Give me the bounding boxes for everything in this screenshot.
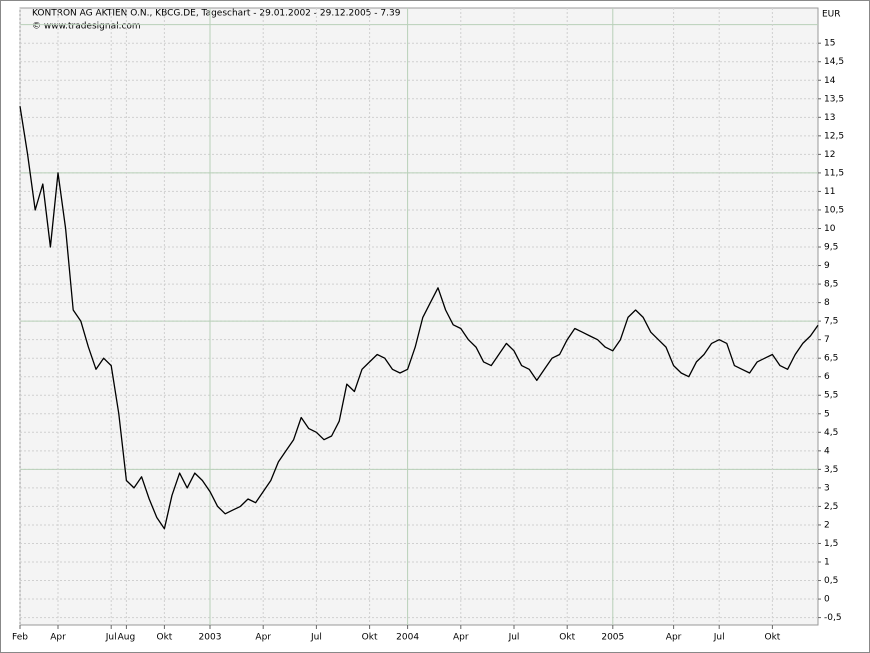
x-tick-label: Apr	[50, 633, 66, 643]
y-tick-label: 8	[824, 298, 830, 308]
y-tick-label: 5	[824, 409, 830, 419]
y-tick-label: 0,5	[824, 576, 838, 586]
y-tick-label: 3,5	[824, 465, 838, 475]
y-tick-label: 5,5	[824, 391, 838, 401]
y-tick-label: 14	[824, 76, 836, 86]
y-tick-label: 7,5	[824, 317, 838, 327]
y-tick-label: 6	[824, 372, 830, 382]
y-tick-label: 2,5	[824, 502, 838, 512]
y-tick-label: 12	[824, 150, 835, 160]
y-tick-label: 9	[824, 261, 830, 271]
y-tick-label: 14,5	[824, 57, 844, 67]
y-tick-label: -0,5	[824, 613, 842, 623]
x-tick-label: Jul	[713, 633, 725, 643]
y-tick-label: 10,5	[824, 205, 844, 215]
y-tick-label: 3	[824, 483, 830, 493]
y-axis-label: EUR	[822, 10, 841, 20]
chart-subtitle: © www.tradesignal.com	[32, 22, 141, 32]
y-tick-label: 2	[824, 520, 830, 530]
y-tick-label: 13	[824, 113, 835, 123]
x-tick-label: Feb	[12, 633, 28, 643]
plot-area	[19, 7, 819, 626]
y-tick-label: 8,5	[824, 280, 838, 290]
y-tick-label: 4,5	[824, 428, 838, 438]
price-line	[19, 106, 819, 530]
y-tick-label: 1,5	[824, 539, 838, 549]
y-tick-label: 6,5	[824, 354, 838, 364]
x-tick-label: Jul	[310, 633, 322, 643]
y-tick-label: 4	[824, 446, 830, 456]
x-tick-label: Jul	[105, 633, 117, 643]
y-tick-label: 0	[824, 595, 830, 605]
x-tick-label: Aug	[118, 633, 136, 643]
x-tick-label: Okt	[559, 633, 575, 643]
x-tick-label: Okt	[156, 633, 172, 643]
y-tick-label: 10	[824, 224, 836, 234]
y-tick-label: 1	[824, 558, 830, 568]
x-tick-label: Okt	[764, 633, 780, 643]
y-tick-label: 12,5	[824, 131, 844, 141]
x-tick-label: 2005	[601, 633, 624, 643]
y-tick-label: 11,5	[824, 168, 844, 178]
y-tick-label: 7	[824, 335, 830, 345]
x-tick-label: Apr	[255, 633, 271, 643]
x-tick-label: 2004	[396, 633, 419, 643]
y-tick-label: 9,5	[824, 243, 838, 253]
x-tick-label: Jul	[508, 633, 520, 643]
y-tick-label: 15	[824, 39, 835, 49]
y-tick-label: 11	[824, 187, 835, 197]
chart-title: KONTRON AG AKTIEN O.N., KBCG.DE, Tagesch…	[32, 9, 401, 19]
y-tick-label: 13,5	[824, 94, 844, 104]
x-tick-label: Apr	[453, 633, 469, 643]
x-tick-label: Okt	[362, 633, 378, 643]
x-tick-label: Apr	[666, 633, 682, 643]
x-tick-label: 2003	[199, 633, 222, 643]
